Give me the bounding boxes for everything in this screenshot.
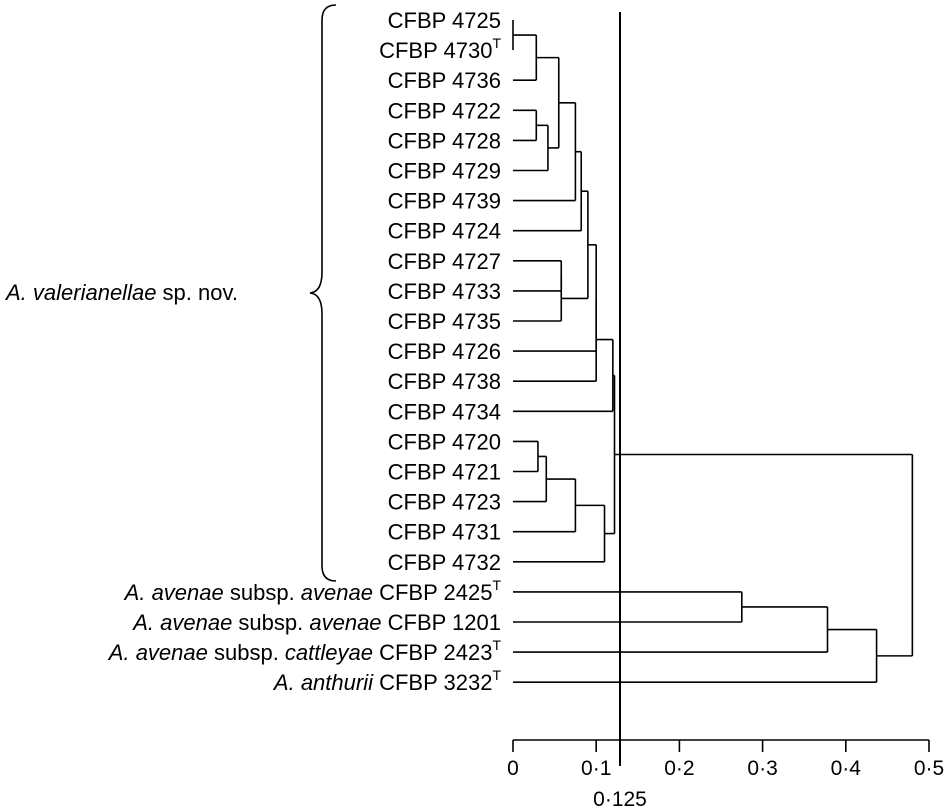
leaf-label-part: CFBP 4724 <box>388 219 501 244</box>
leaf-label-part: CFBP 4738 <box>388 369 501 394</box>
leaf-label: CFBP 4739 <box>388 189 501 214</box>
x-tick-label: 0·5 <box>914 757 944 780</box>
leaf-label-part: CFBP 4723 <box>388 490 501 515</box>
leaf-label: CFBP 4731 <box>388 520 501 545</box>
group-label-rest: sp. nov. <box>156 280 238 305</box>
x-axis: 0 0·1 0·2 0·3 0·4 0·5 <box>507 739 944 780</box>
leaf-label-part: CFBP 3232 <box>373 670 492 695</box>
leaf-label-part: CFBP 4722 <box>388 98 501 123</box>
leaf-label-part: CFBP 2425 <box>373 580 492 605</box>
leaf-label: CFBP 4727 <box>388 249 501 274</box>
group-label-italic: A. valerianellae <box>4 280 156 305</box>
leaf-label: A. avenae subsp. avenae CFBP 1201 <box>131 610 501 635</box>
leaf-label-part: CFBP 4729 <box>388 159 501 184</box>
leaf-label-part: CFBP 4728 <box>388 128 501 153</box>
leaf-label-part: CFBP 1201 <box>382 610 501 635</box>
group-label: A. valerianellae sp. nov. <box>4 280 238 305</box>
leaf-label-part: subsp. <box>208 640 285 665</box>
leaf-label-part: CFBP 2423 <box>373 640 492 665</box>
group-brace <box>309 4 337 582</box>
type-strain-mark: T <box>492 667 501 683</box>
leaf-label: CFBP 4733 <box>388 279 501 304</box>
leaf-label: A. anthurii CFBP 3232T <box>272 667 502 695</box>
leaf-label-part: CFBP 4733 <box>388 279 501 304</box>
leaf-label-part: CFBP 4730 <box>379 38 492 63</box>
leaf-label-part: A. avenae <box>123 580 224 605</box>
leaf-label-part: A. avenae <box>131 610 232 635</box>
leaf-label-part: CFBP 4726 <box>388 339 501 364</box>
x-tick-label: 0·1 <box>581 757 611 780</box>
leaf-label-part: CFBP 4735 <box>388 309 501 334</box>
leaf-label-part: CFBP 4739 <box>388 189 501 214</box>
leaf-label-part: CFBP 4720 <box>388 429 501 454</box>
leaf-label-part: subsp. <box>224 580 301 605</box>
leaf-label: CFBP 4726 <box>388 339 501 364</box>
leaf-label: CFBP 4724 <box>388 219 501 244</box>
leaf-label-part: CFBP 4727 <box>388 249 501 274</box>
leaf-label-part: cattleyae <box>285 640 373 665</box>
leaf-label: CFBP 4730T <box>379 35 501 63</box>
type-strain-mark: T <box>492 637 501 653</box>
cutoff-label: 0·125 <box>593 788 647 811</box>
leaf-label: CFBP 4732 <box>388 550 501 575</box>
leaf-label-part: CFBP 4731 <box>388 520 501 545</box>
leaf-label-part: CFBP 4736 <box>388 68 501 93</box>
type-strain-mark: T <box>492 577 501 593</box>
leaf-label-part: avenae <box>301 580 373 605</box>
leaf-label-part: A. avenae <box>107 640 208 665</box>
leaf-label: CFBP 4735 <box>388 309 501 334</box>
leaf-label: CFBP 4729 <box>388 159 501 184</box>
leaf-label-part: CFBP 4725 <box>388 8 501 33</box>
type-strain-mark: T <box>492 35 501 51</box>
leaf-label-part: A. anthurii <box>272 670 374 695</box>
leaf-label: CFBP 4725 <box>388 8 501 33</box>
leaf-label: CFBP 4723 <box>388 490 501 515</box>
x-tick-label: 0·3 <box>747 757 777 780</box>
leaf-label: A. avenae subsp. avenae CFBP 2425T <box>123 577 502 605</box>
leaf-label: CFBP 4721 <box>388 460 501 485</box>
leaf-label-part: CFBP 4734 <box>388 399 501 424</box>
leaf-label-part: avenae <box>309 610 381 635</box>
leaf-label: CFBP 4738 <box>388 369 501 394</box>
x-tick-label: 0·4 <box>831 757 862 780</box>
leaf-label: CFBP 4736 <box>388 68 501 93</box>
leaf-label-part: subsp. <box>232 610 309 635</box>
leaf-label: CFBP 4720 <box>388 429 501 454</box>
tree-branches <box>512 20 914 684</box>
leaf-label: A. avenae subsp. cattleyae CFBP 2423T <box>107 637 502 665</box>
leaf-label-part: CFBP 4721 <box>388 460 501 485</box>
leaf-label-part: CFBP 4732 <box>388 550 501 575</box>
leaf-label: CFBP 4728 <box>388 128 501 153</box>
leaf-label: CFBP 4734 <box>388 399 501 424</box>
x-tick-label: 0 <box>507 757 519 780</box>
x-tick-label: 0·2 <box>664 757 694 780</box>
leaf-label: CFBP 4722 <box>388 98 501 123</box>
